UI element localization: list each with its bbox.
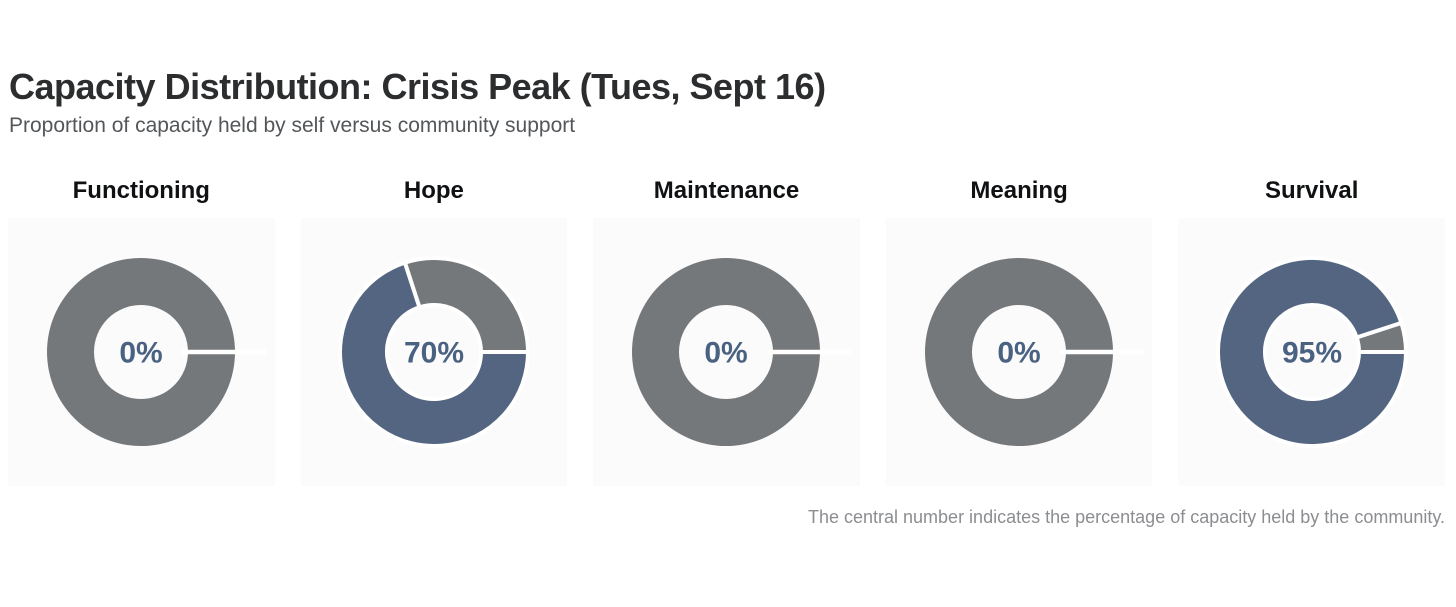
donut-chart-survival: 95% [1215,255,1408,448]
donut-panel: 0% [885,217,1153,486]
footnote: The central number indicates the percent… [807,506,1445,527]
donut-column-hope: Hope 70% [300,176,568,486]
donut-chart-meaning: 0% [925,257,1145,446]
donut-panel: 70% [300,217,568,486]
donut-column-functioning: Functioning 0% [8,176,275,486]
category-label-maintenance: Maintenance [653,176,800,204]
center-percent-label: 0% [705,336,748,369]
category-label-survival: Survival [1264,176,1359,204]
donut-column-survival: Survival 95% [1178,176,1445,486]
center-percent-label: 0% [120,336,163,369]
donut-chart-hope: 70% [337,255,530,448]
zero-slice-divider-line [182,349,267,355]
self-slice [1354,320,1408,354]
donut-chart-maintenance: 0% [632,257,852,446]
self-slice [402,255,530,354]
donut-grid: Functioning 0% Hope 70% Maintenance 0% M… [8,176,1445,486]
donut-chart-functioning: 0% [47,257,267,446]
header: Capacity Distribution: Crisis Peak (Tues… [0,68,1456,138]
self-slice [925,257,1114,446]
zero-slice-divider-line [1060,349,1145,355]
donut-panel: 0% [8,217,275,486]
center-percent-label: 70% [404,336,464,369]
center-percent-label: 95% [1282,336,1342,369]
category-label-functioning: Functioning [72,176,210,204]
chart-subtitle: Proportion of capacity held by self vers… [9,113,576,137]
infographic: Capacity Distribution: Crisis Peak (Tues… [0,68,1456,607]
self-slice [47,257,236,446]
self-slice [632,257,821,446]
community-slice [337,260,530,448]
donut-column-maintenance: Maintenance 0% [593,176,860,486]
community-slice [1215,255,1408,448]
donut-column-meaning: Meaning 0% [885,176,1153,486]
chart-title: Capacity Distribution: Crisis Peak (Tues… [9,66,826,107]
zero-slice-divider-line [767,349,852,355]
center-percent-label: 0% [997,336,1040,369]
donut-panel: 0% [593,217,860,486]
category-label-hope: Hope [403,176,464,204]
footer: The central number indicates the percent… [0,507,1456,529]
donut-panel: 95% [1178,217,1445,486]
category-label-meaning: Meaning [970,176,1068,204]
